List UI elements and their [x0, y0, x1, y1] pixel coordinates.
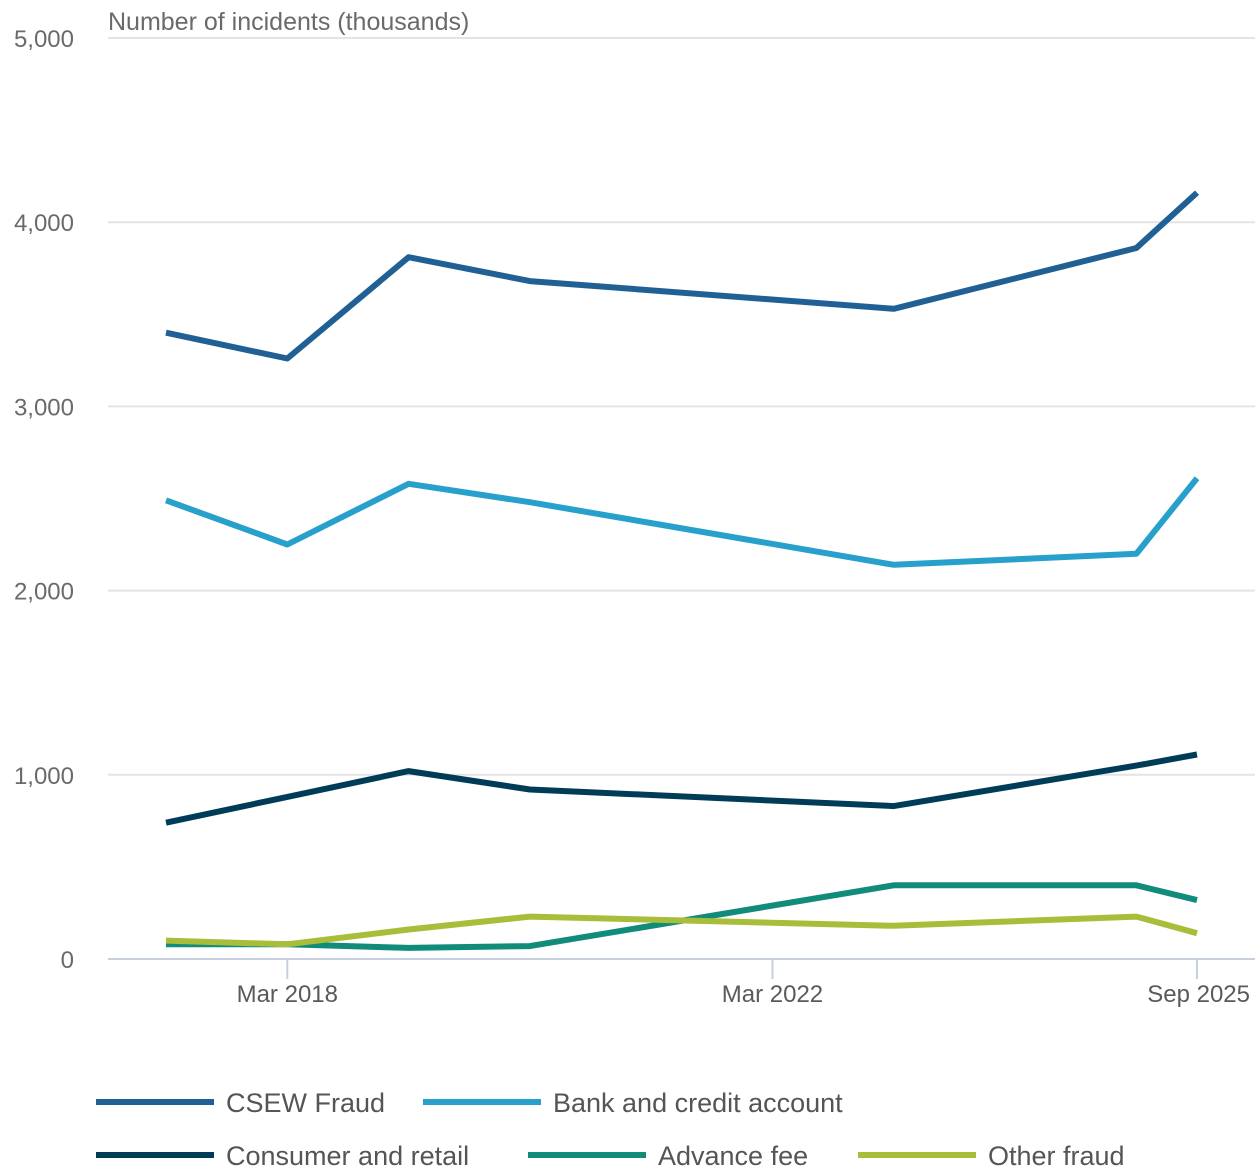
- y-tick-label: 2,000: [14, 579, 74, 606]
- gridlines: [108, 37, 1255, 776]
- y-axis-title: Number of incidents (thousands): [108, 8, 469, 36]
- legend: CSEW Fraud Bank and credit account Consume…: [96, 1088, 1125, 1169]
- series-line-csew-fraud: [165, 190, 1200, 362]
- legend-label: Advance fee: [658, 1141, 808, 1169]
- y-tick-label: 3,000: [14, 394, 74, 421]
- y-tick-label: 1,000: [14, 763, 74, 790]
- y-tick-label: 4,000: [14, 210, 74, 237]
- x-tick-label: Mar 2018: [237, 981, 338, 1008]
- legend-item: Other fraud: [858, 1141, 1125, 1169]
- legend-item: Consumer and retail: [96, 1141, 469, 1169]
- series-line-consumer-and-retail: [165, 751, 1198, 826]
- legend-item: Bank and credit account: [423, 1088, 843, 1118]
- x-axis: Mar 2018 Mar 2022 Sep 2025: [108, 958, 1255, 1008]
- legend-item: Advance fee: [528, 1141, 808, 1169]
- legend-label: Other fraud: [988, 1141, 1125, 1169]
- legend-label: Consumer and retail: [226, 1141, 469, 1169]
- series-line-other-fraud: [165, 913, 1198, 948]
- legend-item: CSEW Fraud: [96, 1088, 385, 1118]
- y-axis-ticks: 0 1,000 2,000 3,000 4,000 5,000: [14, 26, 74, 974]
- legend-label: CSEW Fraud: [226, 1088, 385, 1118]
- y-tick-label: 5,000: [14, 26, 74, 53]
- x-tick-label: Sep 2025: [1147, 981, 1250, 1008]
- legend-label: Bank and credit account: [553, 1088, 843, 1118]
- y-tick-label: 0: [61, 947, 74, 974]
- x-tick-label: Mar 2022: [722, 981, 823, 1008]
- series-lines: [164, 190, 1200, 951]
- series-line-bank-and-credit-account: [164, 476, 1200, 568]
